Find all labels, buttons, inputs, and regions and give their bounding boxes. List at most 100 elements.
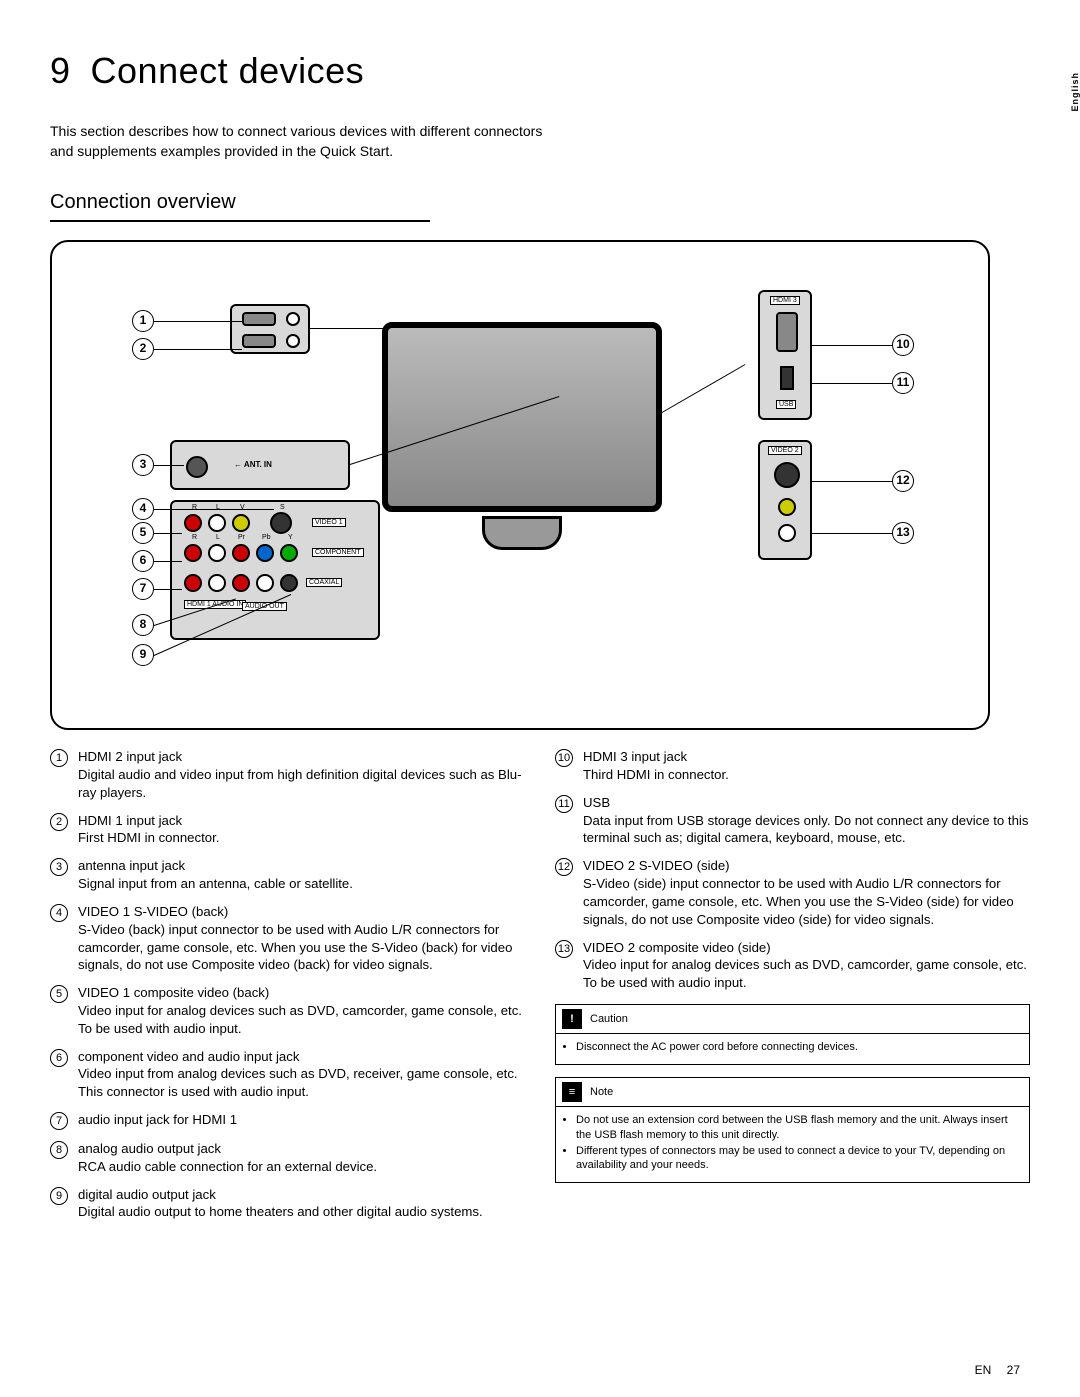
desc-item-body: analog audio output jackRCA audio cable … bbox=[78, 1140, 525, 1176]
callout-7: 7 bbox=[132, 578, 154, 600]
desc-item-number: 11 bbox=[555, 795, 573, 813]
caution-box: ! Caution Disconnect the AC power cord bef… bbox=[555, 1004, 1030, 1065]
label-component: COMPONENT bbox=[312, 548, 364, 557]
desc-item-number: 2 bbox=[50, 813, 68, 831]
desc-item-number: 6 bbox=[50, 1049, 68, 1067]
desc-item-number: 13 bbox=[555, 940, 573, 958]
desc-item-number: 5 bbox=[50, 985, 68, 1003]
desc-item-text: Digital audio output to home theaters an… bbox=[78, 1203, 525, 1221]
note-icon: ≡ bbox=[562, 1082, 582, 1102]
desc-item-title: HDMI 2 input jack bbox=[78, 748, 525, 766]
intro-text: This section describes how to connect va… bbox=[50, 122, 550, 161]
box-title: Note bbox=[590, 1086, 613, 1098]
desc-item-body: antenna input jackSignal input from an a… bbox=[78, 857, 525, 893]
desc-item-text: S-Video (back) input connector to be use… bbox=[78, 921, 525, 974]
desc-item-title: HDMI 1 input jack bbox=[78, 812, 525, 830]
desc-item-13: 13 VIDEO 2 composite video (side)Video in… bbox=[555, 939, 1030, 992]
desc-item-number: 7 bbox=[50, 1112, 68, 1130]
desc-item-body: component video and audio input jackVide… bbox=[78, 1048, 525, 1101]
desc-item-title: USB bbox=[583, 794, 1030, 812]
desc-item-8: 8 analog audio output jackRCA audio cable… bbox=[50, 1140, 525, 1176]
label-hdmi3: HDMI 3 bbox=[770, 296, 800, 305]
box-bullet: Do not use an extension cord between the… bbox=[576, 1113, 1019, 1142]
desc-item-7: 7 audio input jack for HDMI 1 bbox=[50, 1111, 525, 1130]
callout-3: 3 bbox=[132, 454, 154, 476]
desc-item-number: 9 bbox=[50, 1187, 68, 1205]
desc-item-number: 1 bbox=[50, 749, 68, 767]
desc-item-text: Signal input from an antenna, cable or s… bbox=[78, 875, 525, 893]
desc-item-number: 12 bbox=[555, 858, 573, 876]
desc-item-title: digital audio output jack bbox=[78, 1186, 525, 1204]
desc-item-11: 11 USBData input from USB storage devices… bbox=[555, 794, 1030, 847]
desc-item-body: USBData input from USB storage devices o… bbox=[583, 794, 1030, 847]
callout-12: 12 bbox=[892, 470, 914, 492]
label-video2: VIDEO 2 bbox=[768, 446, 802, 455]
label-video1: VIDEO 1 bbox=[312, 518, 346, 527]
panel-side-hdmi: HDMI 3 USB bbox=[758, 290, 812, 420]
caution-icon: ! bbox=[562, 1009, 582, 1029]
desc-item-12: 12 VIDEO 2 S-VIDEO (side)S-Video (side) i… bbox=[555, 857, 1030, 928]
callout-9: 9 bbox=[132, 644, 154, 666]
callout-2: 2 bbox=[132, 338, 154, 360]
tv-stand bbox=[482, 516, 562, 550]
description-columns: 1 HDMI 2 input jackDigital audio and vide… bbox=[50, 748, 1030, 1231]
desc-item-title: analog audio output jack bbox=[78, 1140, 525, 1158]
desc-item-text: Video input for analog devices such as D… bbox=[78, 1002, 525, 1038]
desc-item-title: VIDEO 2 composite video (side) bbox=[583, 939, 1030, 957]
desc-item-body: VIDEO 2 S-VIDEO (side)S-Video (side) inp… bbox=[583, 857, 1030, 928]
chapter-number: 9 bbox=[50, 50, 71, 91]
panel-hdmi-back bbox=[230, 304, 310, 354]
label-ant-in: ← ANT. IN bbox=[232, 460, 274, 469]
footer-page-number: 27 bbox=[1007, 1363, 1020, 1377]
desc-item-number: 8 bbox=[50, 1141, 68, 1159]
desc-item-text: Third HDMI in connector. bbox=[583, 766, 1030, 784]
right-column: 10 HDMI 3 input jackThird HDMI in connect… bbox=[555, 748, 1030, 1231]
callout-13: 13 bbox=[892, 522, 914, 544]
page-footer: EN 27 bbox=[975, 1363, 1020, 1377]
desc-item-body: HDMI 2 input jackDigital audio and video… bbox=[78, 748, 525, 801]
callout-10: 10 bbox=[892, 334, 914, 356]
note-box: ≡ Note Do not use an extension cord betwee… bbox=[555, 1077, 1030, 1183]
desc-item-body: HDMI 3 input jackThird HDMI in connector… bbox=[583, 748, 1030, 784]
desc-item-2: 2 HDMI 1 input jackFirst HDMI in connecto… bbox=[50, 812, 525, 848]
panel-antenna: ← ANT. IN bbox=[170, 440, 350, 490]
tv-illustration bbox=[382, 322, 662, 512]
box-bullet: Disconnect the AC power cord before conn… bbox=[576, 1040, 1019, 1054]
desc-item-text: Video input from analog devices such as … bbox=[78, 1065, 525, 1101]
desc-item-4: 4 VIDEO 1 S-VIDEO (back)S-Video (back) in… bbox=[50, 903, 525, 974]
desc-item-text: First HDMI in connector. bbox=[78, 829, 525, 847]
left-column: 1 HDMI 2 input jackDigital audio and vide… bbox=[50, 748, 525, 1231]
desc-item-10: 10 HDMI 3 input jackThird HDMI in connect… bbox=[555, 748, 1030, 784]
desc-item-number: 3 bbox=[50, 858, 68, 876]
panel-side-video: VIDEO 2 bbox=[758, 440, 812, 560]
desc-item-text: S-Video (side) input connector to be use… bbox=[583, 875, 1030, 928]
desc-item-5: 5 VIDEO 1 composite video (back)Video inp… bbox=[50, 984, 525, 1037]
desc-item-body: VIDEO 2 composite video (side)Video inpu… bbox=[583, 939, 1030, 992]
desc-item-9: 9 digital audio output jackDigital audio … bbox=[50, 1186, 525, 1222]
desc-item-body: VIDEO 1 S-VIDEO (back)S-Video (back) inp… bbox=[78, 903, 525, 974]
desc-item-text: Video input for analog devices such as D… bbox=[583, 956, 1030, 992]
section-rule bbox=[50, 220, 430, 222]
label-coaxial: COAXIAL bbox=[306, 578, 342, 587]
desc-item-text: Digital audio and video input from high … bbox=[78, 766, 525, 802]
desc-item-number: 4 bbox=[50, 904, 68, 922]
box-title: Caution bbox=[590, 1013, 628, 1025]
desc-item-body: VIDEO 1 composite video (back)Video inpu… bbox=[78, 984, 525, 1037]
callout-1: 1 bbox=[132, 310, 154, 332]
desc-item-number: 10 bbox=[555, 749, 573, 767]
footer-lang: EN bbox=[975, 1363, 992, 1377]
label-usb: USB bbox=[776, 400, 796, 409]
callout-8: 8 bbox=[132, 614, 154, 636]
desc-item-title: audio input jack for HDMI 1 bbox=[78, 1111, 525, 1129]
desc-item-body: HDMI 1 input jackFirst HDMI in connector… bbox=[78, 812, 525, 848]
callout-6: 6 bbox=[132, 550, 154, 572]
desc-item-title: VIDEO 1 composite video (back) bbox=[78, 984, 525, 1002]
desc-item-title: VIDEO 1 S-VIDEO (back) bbox=[78, 903, 525, 921]
section-title: Connection overview bbox=[50, 191, 1030, 214]
desc-item-1: 1 HDMI 2 input jackDigital audio and vide… bbox=[50, 748, 525, 801]
language-tab: English bbox=[1070, 72, 1080, 112]
desc-item-title: antenna input jack bbox=[78, 857, 525, 875]
panel-rca-back: R L V S VIDEO 1 R L Pr Pb Y COMPONENT CO… bbox=[170, 500, 380, 640]
callout-5: 5 bbox=[132, 522, 154, 544]
connection-diagram: ← ANT. IN R L V S VIDEO 1 R L Pr Pb Y CO… bbox=[50, 240, 990, 730]
